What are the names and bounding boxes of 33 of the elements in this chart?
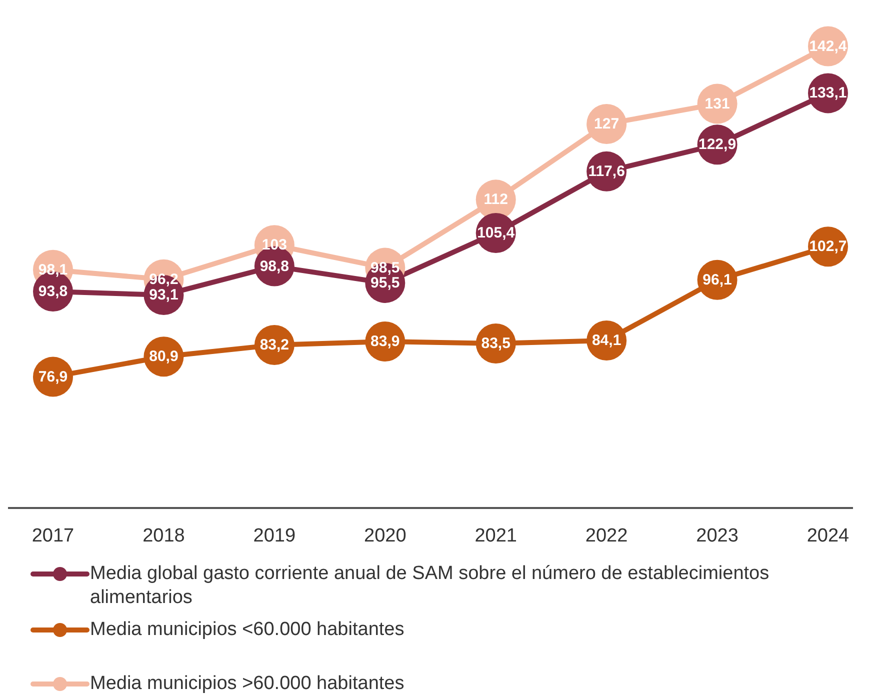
data-label: 102,7 xyxy=(809,238,847,256)
x-tick-label: 2023 xyxy=(696,525,738,546)
data-label: 105,4 xyxy=(477,224,516,242)
data-label: 133,1 xyxy=(809,84,847,102)
data-label: 96,2 xyxy=(149,270,178,288)
data-label: 83,5 xyxy=(481,334,510,352)
x-tick-label: 2017 xyxy=(32,525,74,546)
data-label: 93,8 xyxy=(38,283,68,300)
data-label: 95,5 xyxy=(370,274,400,292)
data-label: 83,9 xyxy=(370,332,400,350)
data-label: 131 xyxy=(704,95,730,112)
data-label: 117,6 xyxy=(588,162,625,180)
legend-label: Media municipios <60.000 habitantes xyxy=(90,618,404,642)
x-tick-label: 2019 xyxy=(253,525,296,546)
data-label: 84,1 xyxy=(592,332,622,349)
data-label: 98,5 xyxy=(370,259,400,276)
data-label: 93,1 xyxy=(149,286,178,304)
data-label: 76,9 xyxy=(38,368,68,386)
data-label: 112 xyxy=(484,191,508,208)
x-tick-label: 2021 xyxy=(474,525,517,546)
legend-label: Media global gasto corriente anual de SAM sobre el número de establecimientos alimentarios xyxy=(90,562,770,610)
x-tick-label: 2022 xyxy=(585,525,628,546)
legend-label: Media municipios >60.000 habitantes xyxy=(90,672,404,696)
data-label: 83,2 xyxy=(260,336,290,354)
data-label: 142,4 xyxy=(809,38,848,55)
data-label: 80,9 xyxy=(149,348,178,366)
x-tick-label: 2024 xyxy=(806,525,850,546)
data-label: 127 xyxy=(594,115,620,132)
x-tick-label: 2018 xyxy=(142,525,185,546)
x-tick-label: 2020 xyxy=(364,525,406,546)
data-label: 96,1 xyxy=(702,271,732,288)
data-label: 122,9 xyxy=(698,136,736,154)
data-label: 98,8 xyxy=(260,258,290,275)
